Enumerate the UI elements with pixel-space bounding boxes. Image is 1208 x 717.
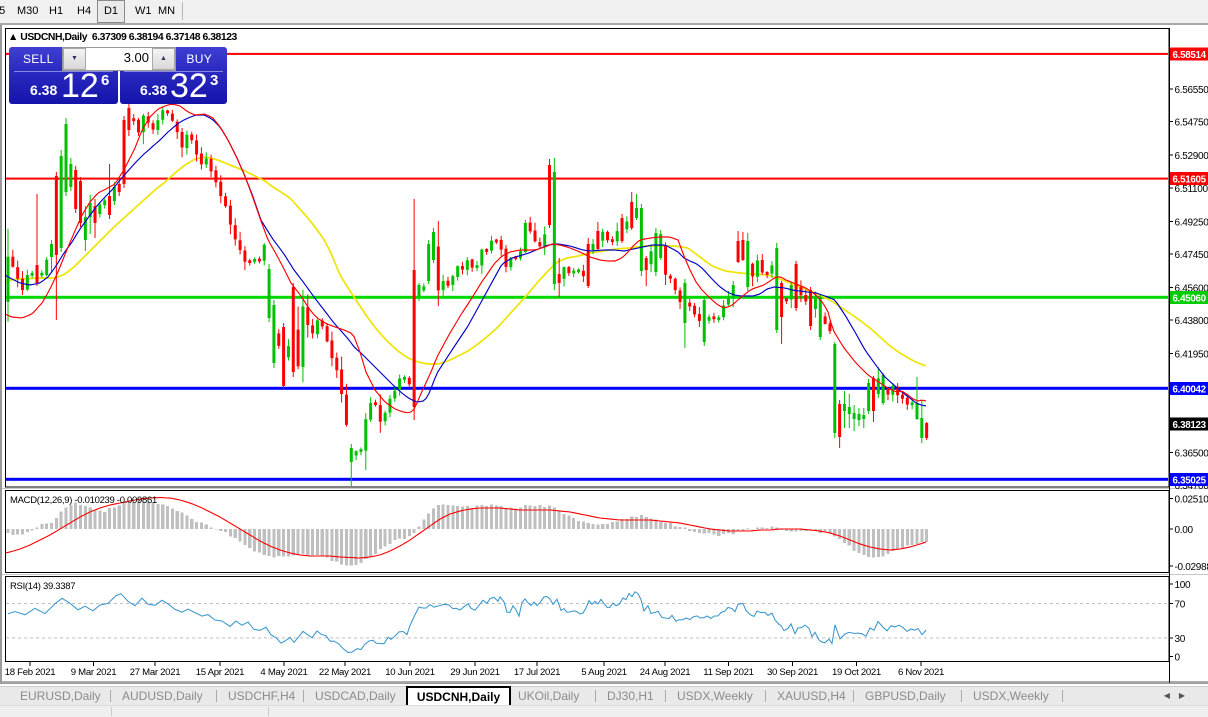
svg-text:22 May 2021: 22 May 2021 xyxy=(319,667,371,678)
svg-text:6.56550: 6.56550 xyxy=(1175,85,1208,96)
svg-text:5 Aug 2021: 5 Aug 2021 xyxy=(581,667,627,678)
svg-text:9 Mar 2021: 9 Mar 2021 xyxy=(71,667,117,678)
svg-text:6.36500: 6.36500 xyxy=(1175,449,1208,460)
svg-text:-0.02988: -0.02988 xyxy=(1175,562,1208,573)
svg-text:6.49250: 6.49250 xyxy=(1175,217,1208,228)
svg-text:11 Sep 2021: 11 Sep 2021 xyxy=(703,667,753,678)
svg-text:MACD(12,26,9) -0.010239 -0.009: MACD(12,26,9) -0.010239 -0.009861 xyxy=(10,495,157,506)
svg-text:RSI(14) 39.3387: RSI(14) 39.3387 xyxy=(10,581,75,592)
svg-text:0.00: 0.00 xyxy=(1175,525,1194,536)
svg-text:6.45060: 6.45060 xyxy=(1173,293,1207,304)
svg-text:19 Oct 2021: 19 Oct 2021 xyxy=(832,667,881,678)
svg-text:27 Mar 2021: 27 Mar 2021 xyxy=(130,667,181,678)
svg-text:6.51605: 6.51605 xyxy=(1173,175,1207,186)
svg-text:29 Jun 2021: 29 Jun 2021 xyxy=(450,667,500,678)
svg-text:30 Sep 2021: 30 Sep 2021 xyxy=(767,667,818,678)
svg-text:6.35025: 6.35025 xyxy=(1173,475,1207,486)
svg-text:6.40042: 6.40042 xyxy=(1173,384,1207,395)
svg-text:6.58514: 6.58514 xyxy=(1173,50,1207,61)
svg-text:70: 70 xyxy=(1175,600,1186,611)
svg-text:30: 30 xyxy=(1175,634,1186,645)
svg-text:18 Feb 2021: 18 Feb 2021 xyxy=(5,667,56,678)
svg-text:15 Apr 2021: 15 Apr 2021 xyxy=(196,667,244,678)
svg-text:100: 100 xyxy=(1175,580,1192,591)
svg-text:0: 0 xyxy=(1175,652,1181,663)
svg-text:6.41950: 6.41950 xyxy=(1175,350,1208,361)
svg-text:10 Jun 2021: 10 Jun 2021 xyxy=(385,667,435,678)
svg-text:4 May 2021: 4 May 2021 xyxy=(260,667,307,678)
svg-text:24 Aug 2021: 24 Aug 2021 xyxy=(640,667,691,678)
svg-text:6 Nov 2021: 6 Nov 2021 xyxy=(898,667,944,678)
svg-text:6.47450: 6.47450 xyxy=(1175,250,1208,261)
svg-text:6.43800: 6.43800 xyxy=(1175,316,1208,327)
svg-text:6.52900: 6.52900 xyxy=(1175,151,1208,162)
svg-text:▲ USDCNH,Daily 6.37309 6.3819: ▲ USDCNH,Daily 6.37309 6.38194 6.37148 6… xyxy=(8,32,238,43)
svg-text:17 Jul 2021: 17 Jul 2021 xyxy=(514,667,560,678)
svg-text:6.38123: 6.38123 xyxy=(1173,420,1207,431)
svg-text:6.54750: 6.54750 xyxy=(1175,118,1208,129)
svg-text:0.025108: 0.025108 xyxy=(1175,494,1208,505)
